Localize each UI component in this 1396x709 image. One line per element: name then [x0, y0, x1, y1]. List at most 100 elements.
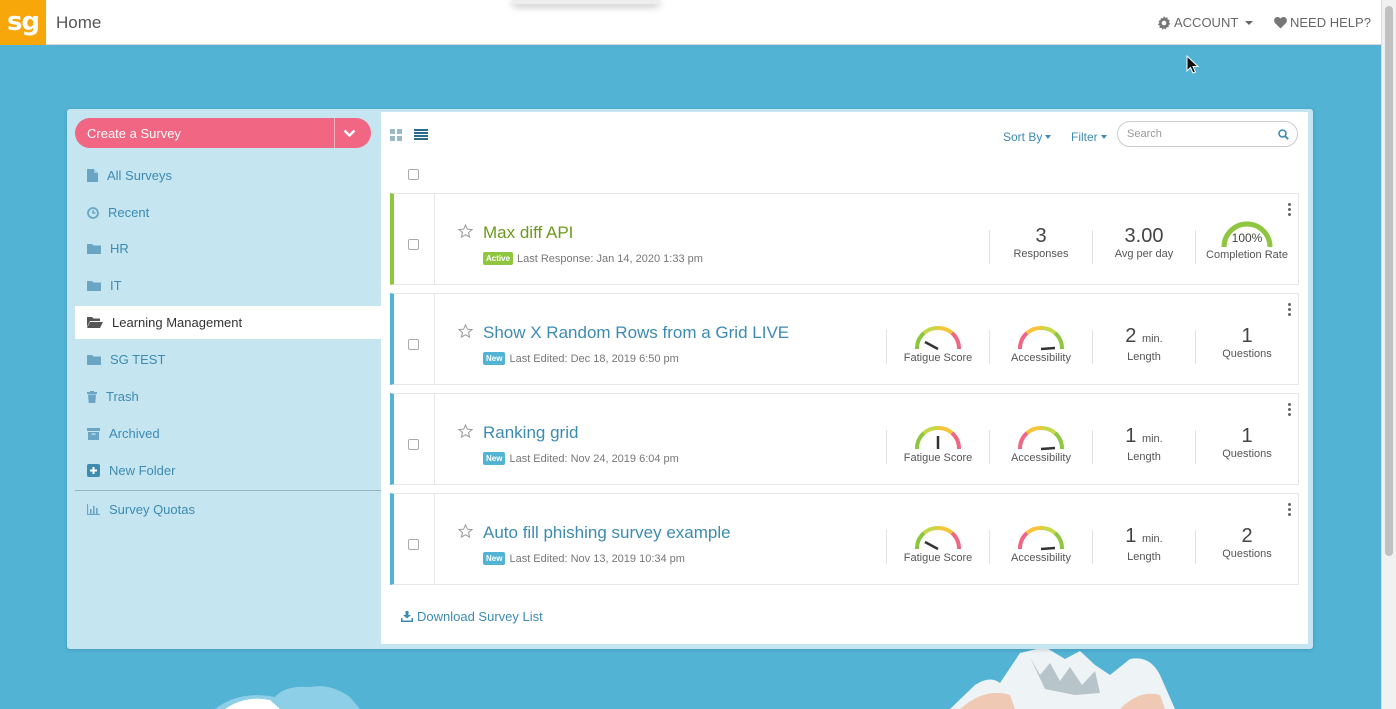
length-label: Length: [1127, 451, 1161, 463]
search-box: [1117, 121, 1298, 147]
last-response-text: Last Response: Jan 14, 2020 1:33 pm: [517, 252, 703, 265]
chevron-down-icon[interactable]: [343, 127, 356, 139]
questions-value: 2: [1241, 525, 1253, 547]
download-survey-list-link[interactable]: Download Survey List: [401, 609, 543, 624]
sidebar-item-hr[interactable]: HR: [75, 232, 381, 265]
star-icon[interactable]: [458, 524, 473, 539]
folder-icon: [87, 281, 101, 291]
row-checkbox[interactable]: [408, 439, 419, 450]
sidebar-item-recent[interactable]: Recent: [75, 196, 381, 229]
search-input[interactable]: [1127, 126, 1272, 142]
completion-rate-gauge: 100% Completion Rate: [1197, 219, 1297, 261]
sort-by-dropdown[interactable]: Sort By: [1003, 130, 1052, 144]
scroll-thumb[interactable]: [1385, 6, 1393, 556]
checkbox-column-divider: [434, 494, 435, 584]
mouse-cursor-icon: [1186, 55, 1200, 74]
completion-value: 100%: [1231, 231, 1263, 245]
column-divider: [1195, 330, 1196, 364]
row-checkbox[interactable]: [408, 339, 419, 350]
sg-logo[interactable]: sg: [0, 0, 46, 45]
accessibility-gauge-icon: [1017, 326, 1065, 351]
page-scrollbar[interactable]: [1381, 0, 1396, 709]
survey-meta: New Last Edited: Nov 13, 2019 10:34 pm: [483, 552, 685, 565]
sidebar-item-sg-test[interactable]: SG TEST: [75, 343, 381, 376]
row-menu-icon[interactable]: [1288, 503, 1291, 518]
list-view-icon[interactable]: [414, 129, 428, 140]
length-label: Length: [1127, 551, 1161, 563]
fatigue-score-label: Fatigue Score: [903, 352, 973, 364]
survey-title[interactable]: Show X Random Rows from a Grid LIVE: [483, 323, 790, 342]
accessibility-gauge: Accessibility: [991, 524, 1091, 564]
sidebar-item-all-surveys[interactable]: All Surveys: [75, 159, 381, 192]
sidebar-item-trash[interactable]: Trash: [75, 380, 381, 413]
length-value: 1: [1125, 425, 1137, 447]
column-divider: [886, 430, 887, 464]
survey-row[interactable]: Ranking grid New Last Edited: Nov 24, 20…: [390, 393, 1299, 485]
survey-row[interactable]: Max diff API Active Last Response: Jan 1…: [390, 193, 1299, 285]
status-badge: New: [483, 452, 506, 465]
download-label: Download Survey List: [417, 609, 543, 624]
survey-row[interactable]: Show X Random Rows from a Grid LIVE New …: [390, 293, 1299, 385]
questions-label: Questions: [1222, 448, 1272, 460]
account-menu[interactable]: ACCOUNT: [1157, 15, 1254, 30]
grid-view-icon[interactable]: [390, 129, 402, 141]
length-unit: min.: [1141, 533, 1163, 545]
sidebar-item-survey-quotas[interactable]: Survey Quotas: [75, 493, 381, 526]
sidebar-item-label: Trash: [106, 389, 139, 404]
column-divider: [1092, 230, 1093, 264]
sidebar-item-new-folder[interactable]: New Folder: [75, 454, 381, 487]
accessibility-gauge-icon: [1017, 526, 1065, 551]
fatigue-score-label: Fatigue Score: [903, 552, 973, 564]
survey-title[interactable]: Ranking grid: [483, 423, 579, 442]
fatigue-gauge-icon: [914, 426, 962, 450]
column-divider: [886, 330, 887, 364]
create-survey-label: Create a Survey: [87, 126, 181, 141]
filter-dropdown[interactable]: Filter: [1071, 130, 1107, 144]
column-divider: [989, 330, 990, 364]
search-icon[interactable]: [1278, 129, 1289, 140]
account-label: ACCOUNT: [1174, 15, 1239, 30]
select-all-checkbox[interactable]: [408, 169, 419, 180]
star-icon[interactable]: [458, 424, 473, 439]
row-menu-icon[interactable]: [1288, 203, 1291, 218]
survey-title[interactable]: Max diff API: [483, 223, 574, 242]
length-stat: 2 min. Length: [1094, 325, 1194, 363]
fatigue-score-gauge: Fatigue Score: [888, 324, 988, 364]
caret-down-icon: [1100, 135, 1107, 139]
row-checkbox[interactable]: [408, 239, 419, 250]
sidebar-item-archived[interactable]: Archived: [75, 417, 381, 450]
questions-value: 1: [1241, 325, 1253, 347]
status-badge: New: [483, 552, 506, 565]
length-label: Length: [1127, 351, 1161, 363]
responses-label: Responses: [1013, 248, 1069, 260]
survey-row[interactable]: Auto fill phishing survey example New La…: [390, 493, 1299, 585]
fatigue-score-label: Fatigue Score: [903, 452, 973, 464]
sidebar-divider: [75, 490, 381, 491]
create-survey-button[interactable]: Create a Survey: [75, 118, 371, 148]
last-edited-text: Last Edited: Dec 18, 2019 6:50 pm: [509, 352, 679, 365]
length-stat: 1 min. Length: [1094, 425, 1194, 463]
top-bar: sg Home ACCOUNT NEED HELP?: [0, 0, 1381, 45]
responses-stat: 3 Responses: [991, 225, 1091, 260]
length-unit: min.: [1141, 433, 1163, 445]
survey-title[interactable]: Auto fill phishing survey example: [483, 523, 731, 542]
sidebar-item-label: Recent: [108, 205, 150, 220]
avg-per-day-stat: 3.00 Avg per day: [1094, 225, 1194, 260]
completion-label: Completion Rate: [1206, 249, 1288, 261]
column-divider: [1092, 430, 1093, 464]
star-icon[interactable]: [458, 324, 473, 339]
row-checkbox[interactable]: [408, 539, 419, 550]
column-divider: [1195, 530, 1196, 564]
help-link[interactable]: NEED HELP?: [1274, 15, 1371, 30]
clock-icon: [87, 206, 99, 219]
sidebar-item-learning-management[interactable]: Learning Management: [75, 306, 381, 339]
folder-open-icon: [87, 317, 103, 328]
row-menu-icon[interactable]: [1288, 403, 1291, 418]
sidebar-item-label: HR: [110, 241, 129, 256]
sidebar-item-it[interactable]: IT: [75, 269, 381, 302]
row-menu-icon[interactable]: [1288, 303, 1291, 318]
column-divider: [1195, 430, 1196, 464]
responses-value: 3: [1035, 225, 1047, 247]
star-icon[interactable]: [458, 224, 473, 239]
survey-meta: New Last Edited: Nov 24, 2019 6:04 pm: [483, 452, 679, 465]
